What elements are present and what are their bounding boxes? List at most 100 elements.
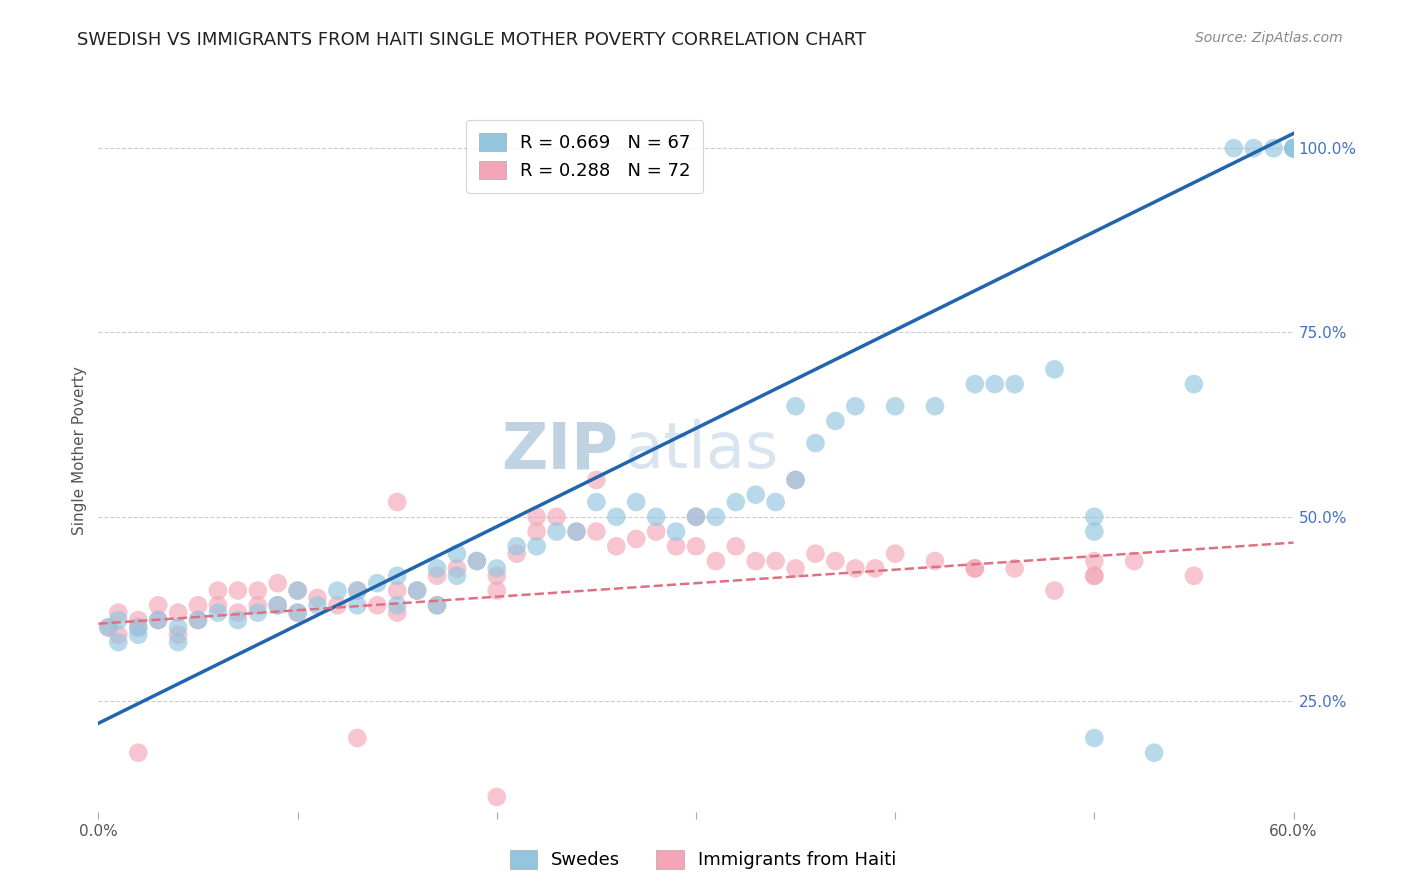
Point [1282, 141, 1305, 155]
Point [1043, 362, 1066, 376]
Point [1004, 377, 1026, 392]
Point [207, 599, 229, 613]
Point [1083, 731, 1105, 745]
Point [426, 569, 449, 583]
Legend: R = 0.669   N = 67, R = 0.288   N = 72: R = 0.669 N = 67, R = 0.288 N = 72 [465, 120, 703, 193]
Point [924, 554, 946, 568]
Point [246, 583, 269, 598]
Point [346, 731, 368, 745]
Point [366, 576, 388, 591]
Point [446, 561, 468, 575]
Text: Source: ZipAtlas.com: Source: ZipAtlas.com [1195, 31, 1343, 45]
Text: SWEDISH VS IMMIGRANTS FROM HAITI SINGLE MOTHER POVERTY CORRELATION CHART: SWEDISH VS IMMIGRANTS FROM HAITI SINGLE … [77, 31, 866, 49]
Point [287, 606, 309, 620]
Point [426, 599, 449, 613]
Point [724, 539, 747, 553]
Point [565, 524, 588, 539]
Point [246, 606, 269, 620]
Point [645, 509, 668, 524]
Point [585, 524, 607, 539]
Point [585, 473, 607, 487]
Point [385, 606, 409, 620]
Point [745, 554, 768, 568]
Point [506, 547, 529, 561]
Point [1143, 746, 1166, 760]
Point [446, 547, 468, 561]
Point [167, 620, 190, 634]
Point [307, 599, 329, 613]
Point [267, 599, 290, 613]
Point [187, 613, 209, 627]
Point [287, 606, 309, 620]
Point [465, 554, 488, 568]
Point [665, 539, 688, 553]
Point [1083, 569, 1105, 583]
Point [187, 599, 209, 613]
Point [287, 583, 309, 598]
Point [685, 539, 707, 553]
Point [485, 569, 508, 583]
Point [465, 554, 488, 568]
Point [446, 569, 468, 583]
Point [546, 509, 568, 524]
Point [127, 620, 149, 634]
Point [785, 473, 807, 487]
Point [127, 628, 149, 642]
Point [385, 583, 409, 598]
Point [107, 628, 129, 642]
Point [406, 583, 429, 598]
Point [704, 509, 727, 524]
Point [127, 620, 149, 634]
Point [207, 583, 229, 598]
Point [226, 606, 249, 620]
Point [426, 561, 449, 575]
Point [963, 561, 986, 575]
Y-axis label: Single Mother Poverty: Single Mother Poverty [72, 366, 87, 535]
Point [148, 599, 170, 613]
Point [246, 599, 269, 613]
Point [785, 561, 807, 575]
Point [326, 599, 349, 613]
Point [97, 620, 120, 634]
Point [485, 789, 508, 804]
Point [127, 746, 149, 760]
Point [1182, 377, 1205, 392]
Point [385, 569, 409, 583]
Point [1243, 141, 1265, 155]
Point [406, 583, 429, 598]
Point [884, 399, 907, 413]
Point [167, 635, 190, 649]
Point [485, 561, 508, 575]
Point [267, 599, 290, 613]
Point [107, 613, 129, 627]
Point [963, 377, 986, 392]
Point [107, 635, 129, 649]
Point [704, 554, 727, 568]
Point [148, 613, 170, 627]
Point [546, 524, 568, 539]
Point [565, 524, 588, 539]
Point [326, 583, 349, 598]
Text: atlas: atlas [624, 419, 779, 482]
Point [785, 473, 807, 487]
Point [526, 509, 548, 524]
Point [187, 613, 209, 627]
Point [824, 414, 846, 428]
Text: ZIP: ZIP [502, 419, 619, 482]
Point [745, 488, 768, 502]
Point [605, 509, 627, 524]
Point [287, 583, 309, 598]
Point [1282, 141, 1305, 155]
Point [1043, 583, 1066, 598]
Point [665, 524, 688, 539]
Point [785, 399, 807, 413]
Point [167, 628, 190, 642]
Point [506, 539, 529, 553]
Point [226, 583, 249, 598]
Point [1083, 569, 1105, 583]
Point [207, 606, 229, 620]
Point [385, 495, 409, 509]
Point [1223, 141, 1246, 155]
Point [844, 399, 866, 413]
Point [1083, 509, 1105, 524]
